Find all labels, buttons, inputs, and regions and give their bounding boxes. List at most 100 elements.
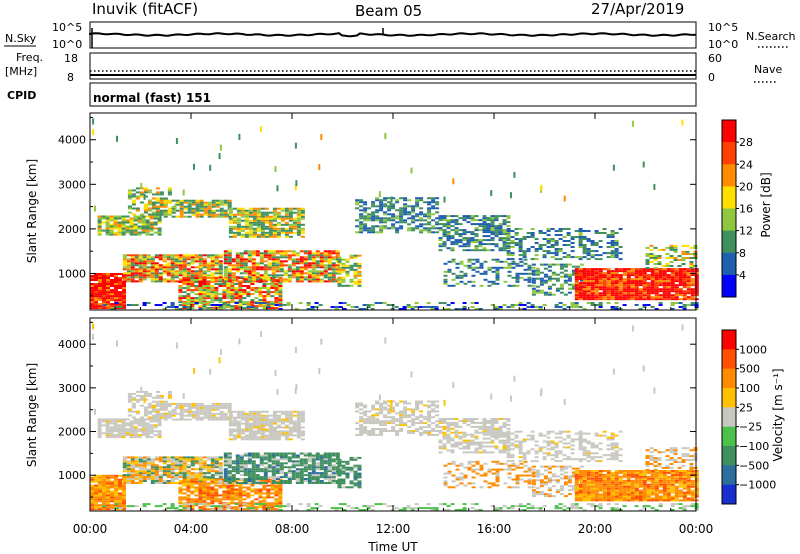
power-outlier: [642, 161, 645, 168]
power-cell: [678, 298, 683, 301]
velocity-cell: [134, 464, 139, 467]
velocity-cell: [274, 498, 279, 501]
power-cell: [554, 252, 559, 255]
velocity-cell: [158, 468, 163, 471]
velocity-cell: [222, 508, 227, 511]
velocity-cell: [247, 458, 252, 461]
velocity-cell: [211, 418, 216, 421]
power-cell: [682, 280, 687, 283]
power-cell: [431, 213, 436, 216]
power-cell: [102, 283, 106, 285]
velocity-cell: [174, 472, 179, 475]
power-cell: [206, 301, 211, 304]
power-cell: [666, 270, 671, 273]
power-cell: [379, 209, 384, 212]
power-cell: [166, 268, 171, 271]
power-cell: [690, 278, 695, 281]
velocity-cell: [97, 432, 102, 435]
power-cell: [371, 213, 376, 216]
power-cell: [610, 308, 615, 310]
velocity-cell: [300, 434, 305, 437]
power-cell: [411, 217, 416, 220]
power-cell: [606, 268, 611, 271]
ytick-label: 2000: [58, 223, 86, 236]
power-cell: [114, 279, 118, 281]
power-cell: [502, 247, 507, 250]
power-cell: [223, 203, 228, 206]
power-cell: [498, 308, 503, 310]
power-cell: [256, 229, 261, 232]
power-cell: [126, 258, 131, 261]
power-cell: [539, 291, 544, 294]
power-cell: [423, 227, 428, 230]
power-cell: [256, 207, 261, 210]
power-cell: [446, 221, 451, 224]
power-cell: [353, 274, 358, 277]
power-cell: [126, 260, 131, 263]
power-cell: [247, 256, 252, 259]
velocity-cell: [190, 480, 195, 483]
velocity-cell: [288, 420, 293, 423]
velocity-cell: [228, 412, 233, 415]
power-cell: [558, 306, 563, 308]
velocity-cell: [244, 438, 249, 441]
power-cell: [578, 244, 583, 246]
power-cell: [232, 231, 237, 234]
velocity-cell: [258, 504, 263, 507]
power-cell: [634, 304, 639, 306]
velocity-cell: [214, 482, 219, 484]
power-cell: [670, 302, 675, 304]
power-cell: [259, 266, 264, 269]
power-cell: [127, 195, 132, 198]
velocity-cell: [198, 492, 203, 495]
power-cell: [222, 297, 227, 300]
power-cell: [582, 292, 587, 295]
power-cell: [155, 209, 160, 212]
velocity-cell: [162, 458, 167, 461]
power-cell: [558, 250, 563, 253]
power-cell: [234, 295, 239, 298]
power-cell: [642, 296, 647, 299]
power-cell: [610, 286, 615, 289]
power-cell: [642, 280, 647, 283]
velocity-cell: [255, 470, 260, 473]
power-cell: [295, 266, 300, 269]
power-cell: [167, 211, 172, 214]
power-cell: [255, 252, 260, 255]
velocity-cell: [262, 508, 267, 511]
velocity-cell: [232, 428, 237, 431]
power-cell: [240, 209, 245, 212]
velocity-cell: [252, 422, 257, 425]
power-cell: [349, 264, 354, 267]
power-cell: [539, 279, 544, 282]
power-cell: [146, 254, 151, 257]
power-cell: [442, 231, 447, 234]
velocity-cell: [106, 474, 110, 477]
velocity-cell: [183, 404, 188, 407]
power-cell: [121, 221, 126, 224]
power-cell: [653, 255, 658, 257]
power-cell: [353, 282, 358, 285]
power-cell: [94, 279, 98, 281]
power-cell: [618, 276, 623, 279]
velocity-cell: [288, 410, 293, 413]
power-cell: [674, 294, 679, 297]
power-cell: [686, 270, 691, 273]
power-cell: [288, 229, 293, 232]
power-cell: [240, 235, 245, 238]
velocity-cell: [234, 484, 239, 487]
power-cell: [554, 240, 559, 242]
power-cell: [219, 215, 224, 218]
power-cell: [283, 256, 288, 259]
power-cell: [210, 277, 215, 279]
velocity-cell: [151, 400, 156, 403]
velocity-cell: [134, 460, 139, 463]
power-cell: [143, 207, 148, 210]
velocity-cell: [167, 410, 172, 413]
velocity-cell: [126, 466, 131, 469]
power-cell: [594, 230, 599, 232]
velocity-cell: [228, 430, 233, 433]
power-cell: [134, 274, 139, 277]
power-cell: [190, 260, 195, 263]
power-cell: [490, 249, 495, 252]
